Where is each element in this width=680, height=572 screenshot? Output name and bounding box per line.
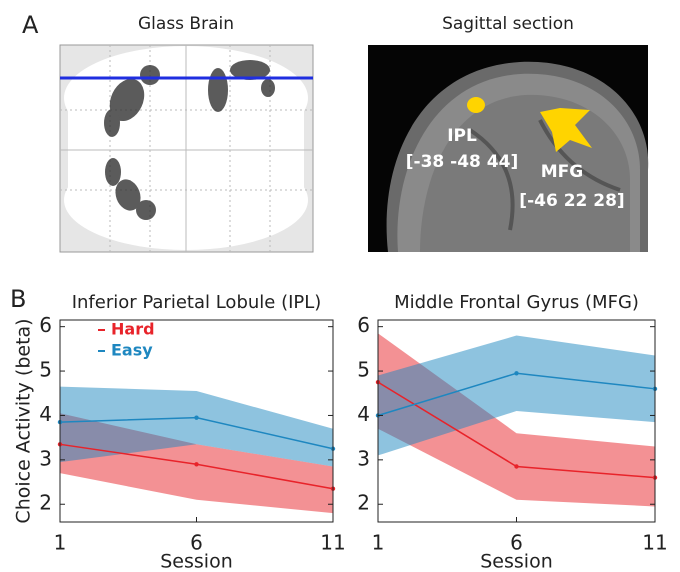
y-tick-label: 3 (39, 446, 52, 470)
y-tick-label: 6 (357, 313, 370, 337)
confidence-band (378, 335, 655, 456)
image-title: Sagittal section (442, 14, 574, 34)
confidence-band (378, 333, 655, 507)
y-tick-label: 5 (357, 358, 370, 382)
y-tick-label: 4 (39, 402, 52, 426)
y-tick-label: 3 (357, 446, 370, 470)
sagittal-image: IPL [-38 -48 44] MFG [-46 22 28] (368, 45, 649, 252)
x-tick-label: 1 (54, 531, 67, 555)
legend-label: Hard (111, 320, 155, 339)
y-tick-label: 6 (39, 313, 52, 337)
x-tick-label: 6 (510, 531, 523, 555)
x-tick-label: 1 (372, 531, 385, 555)
x-tick-label: 11 (642, 531, 667, 555)
glass-brain (59, 44, 314, 253)
y-tick-label: 4 (357, 402, 370, 426)
x-axis-label: Session (480, 551, 553, 572)
y-axis-label: Choice Activity (beta) (13, 318, 35, 523)
annotation: MFG (541, 162, 583, 182)
annotation: [-46 22 28] (519, 191, 624, 211)
panel-label: A (22, 11, 39, 39)
annotation: [-38 -48 44] (406, 152, 518, 172)
panel-label: B (10, 285, 26, 313)
x-tick-label: 6 (190, 531, 203, 555)
y-tick-label: 2 (357, 491, 370, 515)
point (514, 371, 519, 376)
point (194, 415, 199, 420)
y-tick-label: 5 (39, 358, 52, 382)
chart-title: Inferior Parietal Lobule (IPL) (72, 292, 322, 313)
confidence-band (60, 386, 333, 467)
point (194, 462, 199, 467)
chart-title: Middle Frontal Gyrus (MFG) (394, 292, 639, 313)
x-tick-label: 11 (320, 531, 345, 555)
annotation: IPL (447, 126, 477, 146)
x-axis-label: Session (160, 551, 233, 572)
legend-label: Easy (111, 341, 153, 360)
image-title: Glass Brain (138, 14, 234, 34)
point (514, 464, 519, 469)
y-tick-label: 2 (39, 491, 52, 515)
